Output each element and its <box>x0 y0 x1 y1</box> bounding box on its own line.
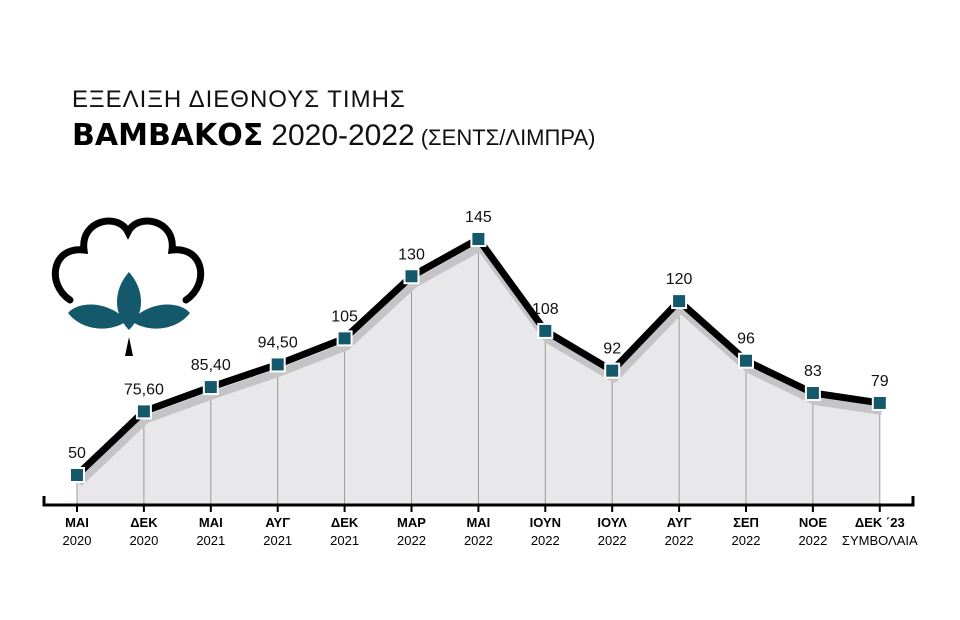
data-point-11 <box>804 385 821 402</box>
data-point-3 <box>269 356 286 373</box>
data-label-9: 120 <box>666 271 693 288</box>
cotton-leaf-left <box>68 304 127 329</box>
x-tick-label-8: ΙΟΥΛ <box>597 515 627 530</box>
cotton-leaf-right <box>131 304 190 329</box>
data-point-0 <box>69 467 85 483</box>
x-tick-sublabel-1: 2020 <box>129 533 158 548</box>
x-tick-label-3: ΑΥΓ <box>265 515 290 530</box>
x-tick-sublabel-5: 2022 <box>397 533 426 548</box>
x-tick-label-9: ΑΥΓ <box>667 515 692 530</box>
x-tick-label-6: ΜΑΙ <box>466 515 490 530</box>
x-tick-sublabel-9: 2022 <box>665 533 694 548</box>
x-tick-sublabel-8: 2022 <box>598 533 627 548</box>
data-label-8: 92 <box>603 341 621 358</box>
data-label-3: 94,50 <box>258 334 298 351</box>
x-tick-sublabel-10: 2022 <box>732 533 761 548</box>
x-tick-label-0: ΜΑΙ <box>65 515 89 530</box>
x-tick-sublabel-7: 2022 <box>531 533 560 548</box>
data-label-10: 96 <box>737 331 755 348</box>
data-point-2 <box>202 379 219 396</box>
data-label-5: 130 <box>398 246 425 263</box>
chart-subtitle: ΕΞΕΛΙΞΗ ΔΙΕΘΝΟΥΣ ΤΙΜΗΣ <box>72 86 406 113</box>
data-label-6: 145 <box>465 209 492 226</box>
x-tick-label-5: ΜΑΡ <box>397 515 426 530</box>
x-tick-label-10: ΣΕΠ <box>733 515 759 530</box>
data-label-0: 50 <box>68 445 86 462</box>
x-tick-label-12: ΔΕΚ ΄23 <box>855 515 905 530</box>
x-tick-sublabel-2: 2021 <box>196 533 225 548</box>
cotton-stem <box>125 337 133 356</box>
x-tick-sublabel-12: ΣΥΜΒΟΛΑΙΑ <box>842 533 918 548</box>
data-point-12 <box>871 394 888 411</box>
data-point-5 <box>403 268 420 285</box>
x-tick-sublabel-4: 2021 <box>330 533 359 548</box>
data-point-4 <box>336 330 353 347</box>
x-tick-sublabel-3: 2021 <box>263 533 292 548</box>
chart-title-block: ΕΞΕΛΙΞΗ ΔΙΕΘΝΟΥΣ ΤΙΜΗΣ ΒΑΜΒΑΚΟΣ 2020-2022… <box>72 86 595 161</box>
data-label-7: 108 <box>532 301 559 318</box>
x-tick-sublabel-6: 2022 <box>464 533 493 548</box>
x-tick-label-1: ΔΕΚ <box>130 515 158 530</box>
data-label-12: 79 <box>871 373 889 390</box>
x-tick-label-7: ΙΟΥΝ <box>530 515 561 530</box>
chart-title-years: 2020-2022 <box>271 119 415 152</box>
data-point-9 <box>671 293 688 310</box>
data-point-10 <box>738 352 754 369</box>
chart-title: ΒΑΜΒΑΚΟΣ <box>72 118 264 153</box>
x-tick-label-11: ΝΟΕ <box>799 515 828 530</box>
plot-area: 50 75,60 85,40 94,50 105 130 145 108 92 120 96 83 79… <box>42 209 918 548</box>
data-point-6 <box>470 231 487 247</box>
data-point-7 <box>537 322 554 339</box>
x-tick-sublabel-0: 2020 <box>63 533 92 548</box>
x-tick-label-4: ΔΕΚ <box>331 515 359 530</box>
cotton-leaf-center <box>117 272 141 330</box>
chart-title-line: ΒΑΜΒΑΚΟΣ 2020-2022 (ΣΕΝΤΣ/ΛΙΜΠΡΑ) <box>72 116 595 161</box>
data-point-1 <box>135 403 152 420</box>
x-tick-sublabel-11: 2022 <box>798 533 827 548</box>
data-point-8 <box>604 362 621 379</box>
chart-title-unit: (ΣΕΝΤΣ/ΛΙΜΠΡΑ) <box>420 125 596 150</box>
x-tick-label-2: ΜΑΙ <box>199 515 223 530</box>
cotton-boll-outline <box>51 217 205 304</box>
data-label-2: 85,40 <box>191 357 231 374</box>
data-label-11: 83 <box>804 363 822 380</box>
data-label-1: 75,60 <box>124 381 164 398</box>
data-label-4: 105 <box>331 308 358 325</box>
cotton-boll-icon <box>51 217 205 356</box>
